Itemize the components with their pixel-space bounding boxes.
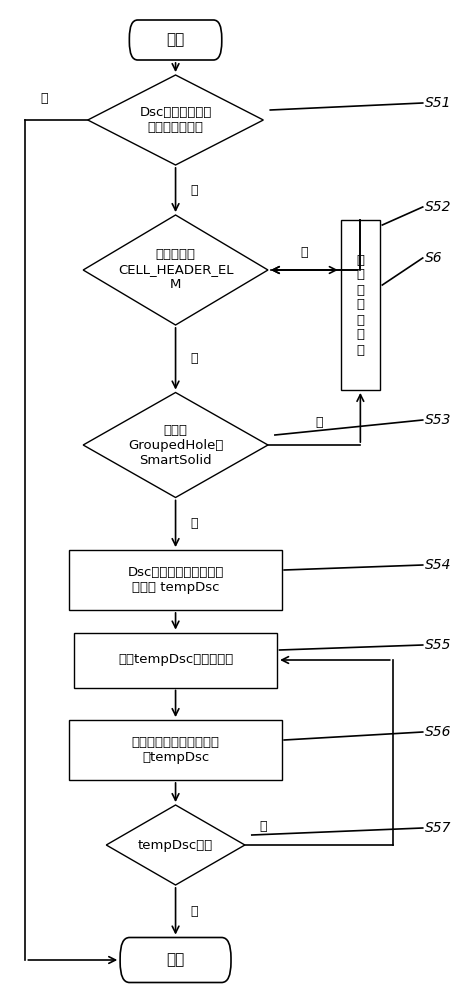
- Text: S51: S51: [425, 96, 451, 110]
- Text: 否: 否: [301, 245, 308, 258]
- Text: 否: 否: [190, 184, 198, 196]
- FancyBboxPatch shape: [129, 20, 222, 60]
- Text: tempDsc为空: tempDsc为空: [138, 838, 213, 852]
- Text: 是: 是: [40, 92, 48, 104]
- Text: Dsc第一个子模型描述算
子赋给 tempDsc: Dsc第一个子模型描述算 子赋给 tempDsc: [128, 566, 224, 594]
- Polygon shape: [83, 392, 268, 497]
- FancyBboxPatch shape: [341, 220, 380, 390]
- Polygon shape: [83, 215, 268, 325]
- FancyBboxPatch shape: [69, 720, 282, 780]
- Text: S52: S52: [425, 200, 451, 214]
- Text: 是: 是: [190, 905, 198, 918]
- Text: 是: 是: [315, 416, 322, 429]
- Text: Dsc中模型为点、
线段等独立元素: Dsc中模型为点、 线段等独立元素: [140, 106, 212, 134]
- Text: 获取tempDsc中模型类型: 获取tempDsc中模型类型: [118, 654, 233, 666]
- Text: 开始: 开始: [166, 32, 185, 47]
- Text: 模型类型为
CELL_HEADER_EL
M: 模型类型为 CELL_HEADER_EL M: [118, 248, 233, 292]
- Polygon shape: [106, 805, 245, 885]
- FancyBboxPatch shape: [120, 938, 231, 982]
- Text: 是: 是: [190, 352, 198, 365]
- Text: 下一个子模型描述算子赋
给tempDsc: 下一个子模型描述算子赋 给tempDsc: [132, 736, 219, 764]
- FancyBboxPatch shape: [74, 633, 277, 688]
- Text: S53: S53: [425, 413, 451, 427]
- Text: S55: S55: [425, 638, 451, 652]
- Text: 元
素
面
片
化
处
理: 元 素 面 片 化 处 理: [356, 253, 365, 357]
- FancyBboxPatch shape: [69, 550, 282, 610]
- Text: S54: S54: [425, 558, 451, 572]
- Polygon shape: [88, 75, 263, 165]
- Text: 结束: 结束: [166, 952, 185, 968]
- Text: 否: 否: [260, 820, 267, 834]
- Text: 否: 否: [190, 517, 198, 530]
- Text: S56: S56: [425, 725, 451, 739]
- Text: S57: S57: [425, 821, 451, 835]
- Text: S6: S6: [425, 251, 443, 265]
- Text: 模型为
GroupedHole、
SmartSolid: 模型为 GroupedHole、 SmartSolid: [128, 424, 223, 466]
